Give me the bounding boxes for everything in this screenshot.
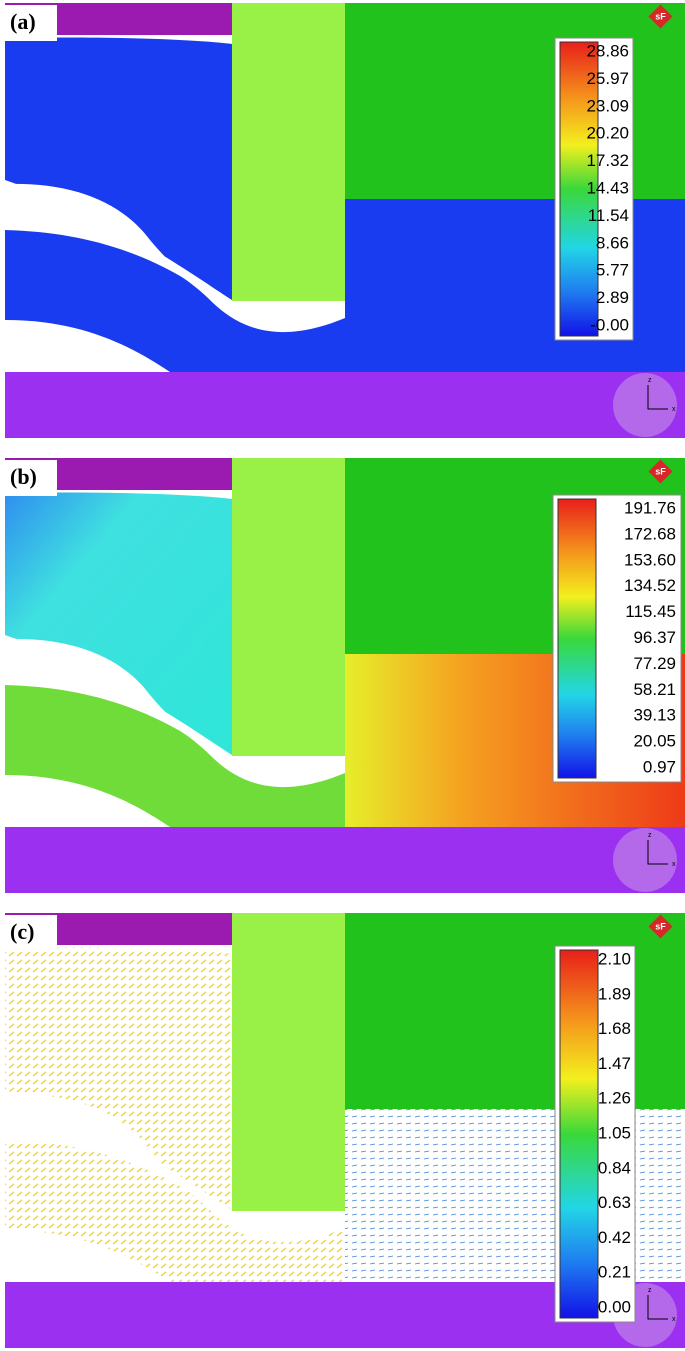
legend-tick-label: 39.13 xyxy=(633,706,676,725)
triad-z: z xyxy=(648,832,652,839)
label-box xyxy=(5,915,57,951)
panel-label: (c) xyxy=(10,919,34,944)
legend-tick-label: 0.63 xyxy=(598,1193,631,1212)
panel: (a) sF z x 28.86 25.97 23.09 20.20 17.32 14.43 11.… xyxy=(0,0,685,440)
legend-tick-label: 17.32 xyxy=(586,151,629,170)
die xyxy=(5,372,685,438)
legend-tick-label: 172.68 xyxy=(624,524,676,543)
gap xyxy=(5,1093,195,1195)
legend-tick-label: 1.89 xyxy=(598,984,631,1003)
panel: (b) sF z x 191.76 172.68 153.60 134.52 115.45 96.… xyxy=(0,455,685,895)
panel: (c) sF z x 2.10 1.89 1.68 1.47 1.26 1.05 0.84 0.63 0… xyxy=(0,910,685,1350)
legend-tick-label: 96.37 xyxy=(633,628,676,647)
triad-x: x xyxy=(672,406,676,413)
panel-label: (a) xyxy=(10,9,36,34)
legend-tick-label: 1.47 xyxy=(598,1054,631,1073)
legend-tick-label: -0.00 xyxy=(590,315,629,334)
legend-tick-label: 134.52 xyxy=(624,576,676,595)
triad-bg xyxy=(613,828,677,892)
legend-tick-label: 153.60 xyxy=(624,550,676,569)
logo: sF xyxy=(655,466,666,476)
legend-tick-label: 20.20 xyxy=(586,124,629,143)
gap xyxy=(5,183,195,285)
punch xyxy=(232,913,345,1211)
gap xyxy=(5,775,170,827)
punch xyxy=(232,3,345,301)
die xyxy=(5,827,685,893)
legend-tick-label: 11.54 xyxy=(588,206,629,225)
logo: sF xyxy=(655,921,666,931)
workpiece-upper xyxy=(5,947,232,1210)
legend-tick-label: 1.26 xyxy=(598,1089,631,1108)
legend-tick-label: 14.43 xyxy=(586,178,629,197)
legend-tick-label: 77.29 xyxy=(633,654,676,673)
workpiece-upper xyxy=(5,37,232,301)
color-bar xyxy=(559,41,599,337)
legend-tick-label: 0.97 xyxy=(643,757,676,776)
triad-z: z xyxy=(648,1287,652,1294)
panel-label: (b) xyxy=(10,464,37,489)
gap xyxy=(5,638,195,740)
triad-z: z xyxy=(648,377,652,384)
triad-x: x xyxy=(672,1316,676,1323)
legend-tick-label: 191.76 xyxy=(624,498,676,517)
color-bar xyxy=(559,949,599,1319)
workpiece-right xyxy=(345,198,685,372)
triad-bg xyxy=(613,373,677,437)
legend-tick-label: 2.89 xyxy=(596,288,629,307)
legend-tick-label: 5.77 xyxy=(596,261,629,280)
legend-tick-label: 8.66 xyxy=(596,233,629,252)
legend-tick-label: 0.84 xyxy=(598,1158,631,1177)
color-bar xyxy=(557,498,597,779)
legend-tick-label: 58.21 xyxy=(633,680,676,699)
legend-tick-label: 20.05 xyxy=(633,732,676,751)
gap xyxy=(5,1230,170,1282)
legend-tick-label: 0.42 xyxy=(598,1228,631,1247)
triad xyxy=(647,1295,668,1320)
label-box xyxy=(5,5,57,41)
legend-tick-label: 25.97 xyxy=(586,69,629,88)
triad xyxy=(647,385,668,410)
legend-tick-label: 28.86 xyxy=(586,41,629,60)
punch xyxy=(232,458,345,756)
legend-tick-label: 0.00 xyxy=(598,1297,631,1316)
triad xyxy=(647,840,668,865)
legend-tick-label: 115.45 xyxy=(625,602,676,621)
legend-tick-label: 0.21 xyxy=(598,1263,631,1282)
triad-x: x xyxy=(672,861,676,868)
workpiece-upper xyxy=(5,492,232,755)
legend-tick-label: 23.09 xyxy=(586,96,629,115)
legend-tick-label: 2.10 xyxy=(598,949,631,968)
logo: sF xyxy=(655,11,666,21)
upper-die xyxy=(345,3,685,199)
legend-tick-label: 1.68 xyxy=(598,1019,631,1038)
legend-tick-label: 1.05 xyxy=(598,1123,631,1142)
label-box xyxy=(5,460,57,496)
gap xyxy=(5,320,170,372)
